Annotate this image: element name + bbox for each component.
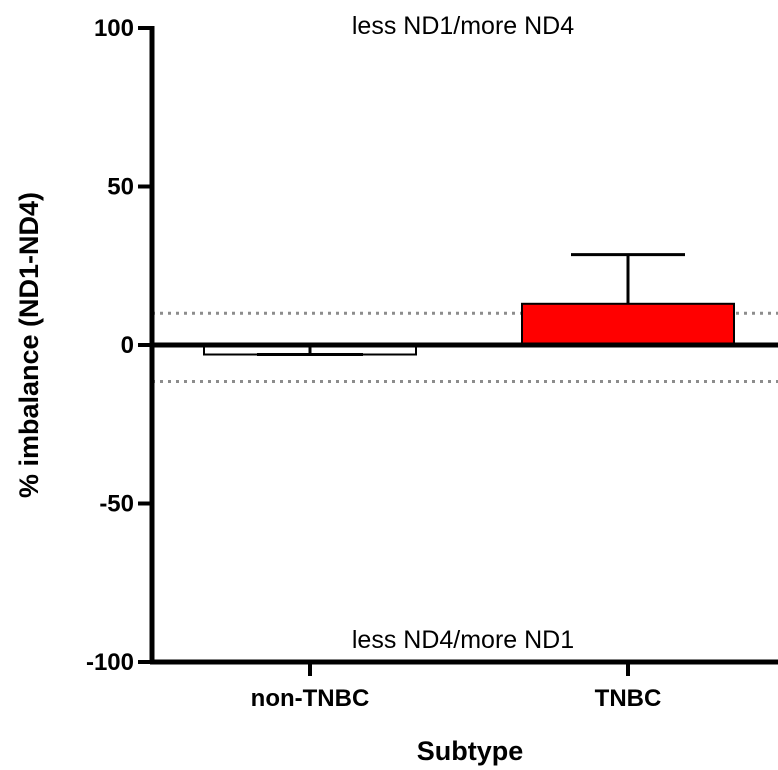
bar-TNBC — [521, 302, 735, 347]
annotation-top: less ND1/more ND4 — [352, 12, 574, 40]
axes — [149, 26, 778, 665]
y-tick-label: 50 — [107, 174, 134, 201]
y-tick-label: 0 — [121, 332, 134, 359]
y-tick-label: -100 — [86, 649, 134, 676]
y-ticks: 100 50 0 -50 -100 — [86, 15, 152, 676]
x-ticks: non-TNBC TNBC — [251, 662, 662, 712]
annotation-bottom: less ND4/more ND1 — [352, 626, 574, 654]
y-tick-label: -50 — [99, 491, 134, 518]
error-bars — [257, 253, 685, 357]
x-tick-label: TNBC — [595, 685, 662, 712]
x-tick-label: non-TNBC — [251, 685, 370, 712]
y-tick-label: 100 — [94, 15, 134, 42]
y-axis-title: % imbalance (ND1-ND4) — [14, 192, 44, 498]
x-axis-title: Subtype — [417, 736, 524, 766]
